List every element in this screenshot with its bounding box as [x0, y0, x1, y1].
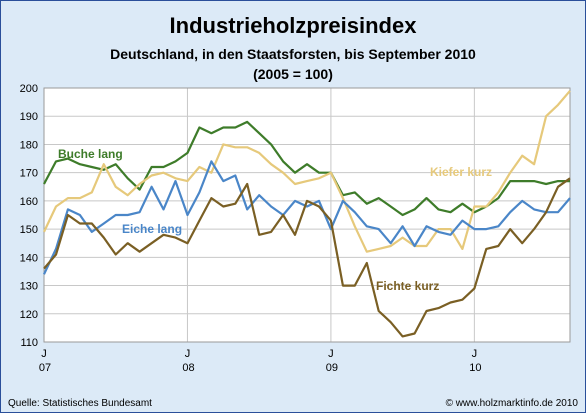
x-tick-month: J [328, 348, 334, 360]
x-tick-month: J [472, 348, 478, 360]
chart-subtitle-base: (2005 = 100) [253, 66, 333, 82]
y-tick-label: 160 [20, 196, 38, 208]
x-tick-month: J [41, 348, 47, 360]
chart-title: Industrieholzpreisindex [170, 13, 418, 38]
chart-subtitle: Deutschland, in den Staatsforsten, bis S… [110, 46, 476, 62]
y-tick-label: 190 [20, 111, 38, 123]
y-tick-label: 140 [20, 252, 38, 264]
series-line-kiefer-kurz [43, 90, 571, 253]
axes: 110 120 130 140 150 160 170 180 190 200 J 07 J 08 J 09 J… [20, 83, 571, 374]
series-label-buche-lang: Buche lang [58, 147, 123, 161]
series-line-fichte-kurz [43, 177, 571, 338]
y-tick-label: 170 [20, 168, 38, 180]
series-label-kiefer-kurz: Kiefer kurz [430, 165, 492, 179]
source-note: Quelle: Statistisches Bundesamt [8, 398, 152, 409]
x-tick-year: 10 [469, 362, 481, 374]
y-tick-label: 130 [20, 281, 38, 293]
x-tick-month: J [185, 348, 191, 360]
x-tick-year: 09 [326, 362, 338, 374]
x-tick-year: 07 [39, 362, 51, 374]
series-line-buche-lang [43, 120, 570, 217]
series-label-fichte-kurz: Fichte kurz [376, 279, 439, 293]
y-tick-label: 150 [20, 224, 38, 236]
series-label-eiche-lang: Eiche lang [122, 222, 182, 236]
y-tick-label: 180 [20, 139, 38, 151]
series-layer [43, 90, 571, 338]
copyright-note: © www.holzmarktinfo.de 2010 [446, 398, 579, 409]
y-tick-label: 200 [20, 83, 38, 95]
plot-border [43, 87, 571, 343]
x-tick-year: 08 [182, 362, 194, 374]
y-tick-label: 120 [20, 309, 38, 321]
series-line-eiche-lang [43, 160, 571, 275]
y-tick-label: 110 [20, 337, 38, 349]
